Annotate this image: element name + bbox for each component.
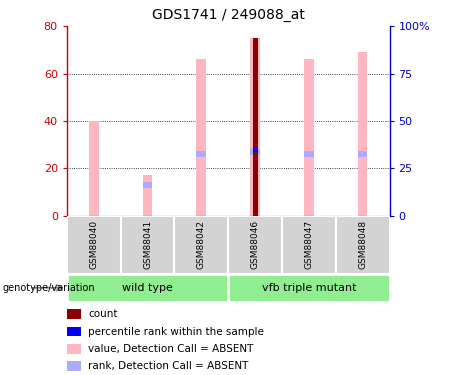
Bar: [67, 216, 121, 274]
Bar: [89, 121, 99, 216]
Bar: [196, 151, 206, 157]
Bar: [250, 38, 260, 216]
Text: percentile rank within the sample: percentile rank within the sample: [89, 327, 264, 337]
Bar: [196, 59, 206, 216]
Bar: [304, 59, 313, 216]
Bar: [358, 52, 367, 216]
Text: GSM88047: GSM88047: [304, 220, 313, 269]
Bar: [142, 176, 152, 216]
Text: vfb triple mutant: vfb triple mutant: [262, 283, 356, 293]
Title: GDS1741 / 249088_at: GDS1741 / 249088_at: [152, 9, 305, 22]
Bar: [358, 151, 367, 157]
Text: wild type: wild type: [122, 283, 173, 293]
Bar: [142, 182, 152, 188]
Bar: [67, 309, 81, 319]
Text: genotype/variation: genotype/variation: [2, 283, 95, 293]
Bar: [228, 216, 282, 274]
Bar: [336, 216, 390, 274]
Text: value, Detection Call = ABSENT: value, Detection Call = ABSENT: [89, 344, 254, 354]
Text: rank, Detection Call = ABSENT: rank, Detection Call = ABSENT: [89, 362, 249, 371]
Bar: [253, 147, 258, 152]
Bar: [67, 327, 81, 336]
Bar: [250, 149, 260, 154]
Text: GSM88048: GSM88048: [358, 220, 367, 269]
Text: GSM88040: GSM88040: [89, 220, 98, 269]
Bar: [282, 216, 336, 274]
Text: count: count: [89, 309, 118, 319]
Text: GSM88041: GSM88041: [143, 220, 152, 269]
Bar: [304, 151, 313, 157]
Text: GSM88046: GSM88046: [251, 220, 260, 269]
Bar: [228, 274, 390, 302]
Bar: [67, 344, 81, 354]
Bar: [174, 216, 228, 274]
Bar: [67, 274, 228, 302]
Bar: [253, 38, 258, 216]
Text: GSM88042: GSM88042: [197, 220, 206, 269]
Bar: [121, 216, 174, 274]
Bar: [67, 362, 81, 371]
